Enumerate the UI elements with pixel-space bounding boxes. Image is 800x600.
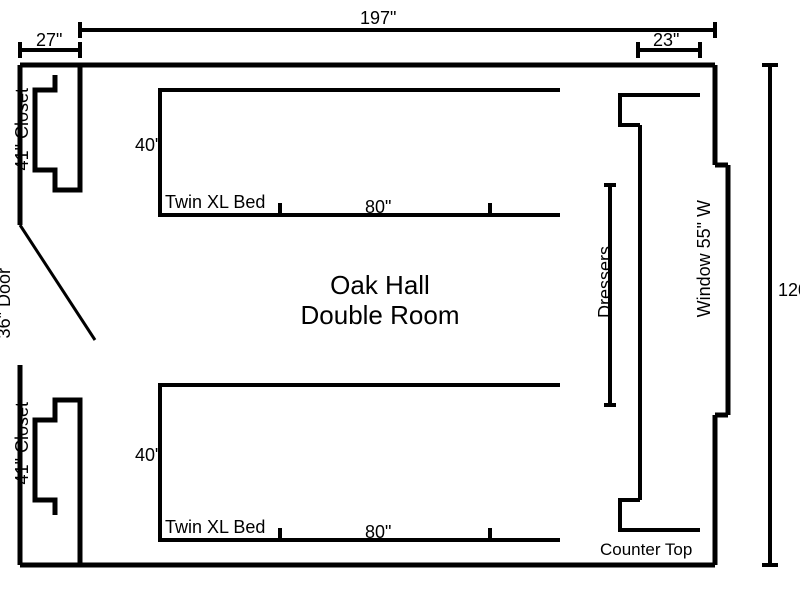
title-line2: Double Room xyxy=(230,300,530,331)
dim-closet-w: 27" xyxy=(36,30,62,51)
label-dressers: Dressers xyxy=(595,246,616,318)
label-bed2: Twin XL Bed xyxy=(165,517,265,538)
label-closet-1: 41" Closet xyxy=(12,88,33,170)
label-counter: Counter Top xyxy=(600,540,692,560)
dim-top-total: 197" xyxy=(360,8,396,29)
dim-bed1-l: 80" xyxy=(365,197,391,218)
label-bed1: Twin XL Bed xyxy=(165,192,265,213)
dim-right-total: 120" xyxy=(778,280,800,301)
dim-bed1-w: 40" xyxy=(135,135,161,156)
label-door: 36" Door xyxy=(0,268,15,338)
label-closet-2: 41" Closet xyxy=(12,402,33,484)
dim-bed2-l: 80" xyxy=(365,522,391,543)
label-window: Window 55" W xyxy=(694,200,715,317)
title-line1: Oak Hall xyxy=(230,270,530,301)
dim-bed2-w: 40" xyxy=(135,445,161,466)
dim-counter-w: 23" xyxy=(653,30,679,51)
